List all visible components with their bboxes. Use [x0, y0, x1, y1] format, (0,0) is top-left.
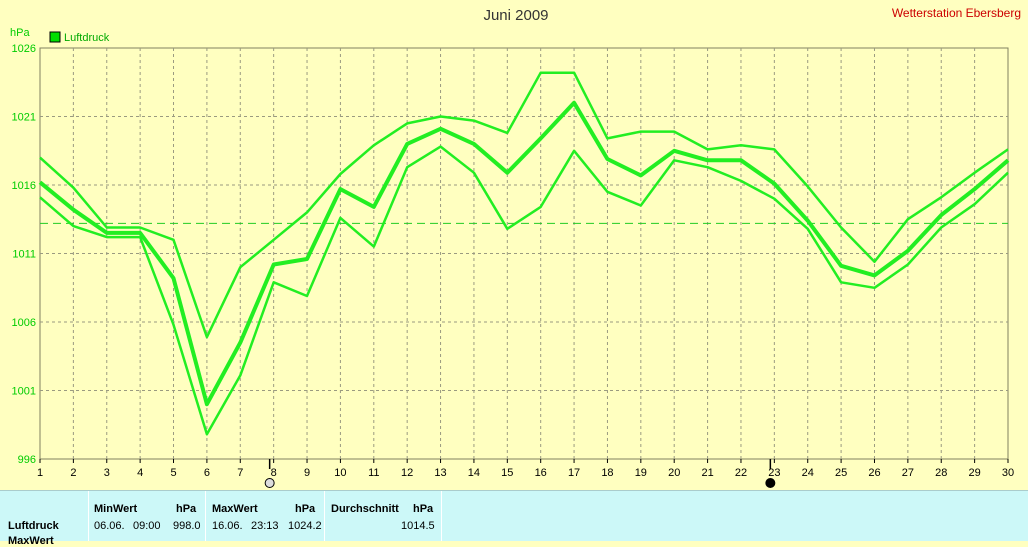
x-tick-label: 19: [635, 467, 647, 479]
min-header: MinWert: [94, 503, 138, 515]
stats-avg-column: Durchschnitt hPa 1014.5: [325, 491, 442, 541]
y-tick-label: 1006: [12, 317, 36, 329]
series-line-2: [39, 145, 1009, 436]
new-moon-icon: [765, 478, 776, 488]
legend-label: Luftdruck: [64, 32, 110, 44]
x-axis-ticks: 1 2 3 4 5 6 7 8 9 10 11 12 13 14 15 16 17 18 19 20 21 22 23 24 2…: [37, 459, 1014, 479]
y-axis-ticks: 996 1001 1006 1011 1016 1021 1026: [12, 43, 36, 466]
min-time: 09:00: [133, 520, 161, 532]
min-value: 998.0: [173, 520, 201, 532]
x-tick-label: 25: [835, 467, 847, 479]
y-axis-unit: hPa: [10, 27, 30, 39]
x-tick-label: 4: [137, 467, 143, 479]
x-tick-label: 27: [902, 467, 914, 479]
x-tick-label: 28: [935, 467, 947, 479]
y-tick-label: 1016: [12, 180, 36, 192]
min-unit: hPa: [176, 503, 197, 515]
full-moon-icon: [264, 478, 275, 488]
station-title: Wetterstation Ebersberg: [892, 6, 1021, 20]
series-line-1: [38, 100, 1010, 407]
avg-value: 1014.5: [401, 520, 435, 532]
stats-panel: Luftdruck MaxWert MinWert hPa 06.06. 09:…: [0, 490, 1028, 547]
max-time: 23:13: [251, 520, 279, 532]
x-tick-label: 29: [968, 467, 980, 479]
x-tick-label: 24: [802, 467, 814, 479]
x-tick-label: 21: [701, 467, 713, 479]
x-tick-label: 9: [304, 467, 310, 479]
series-group: [38, 71, 1010, 436]
y-tick-label: 996: [18, 454, 36, 466]
x-tick-label: 20: [668, 467, 680, 479]
row-label-2: MaxWert: [8, 535, 54, 547]
grid-lines: [40, 48, 1008, 459]
x-tick-label: 5: [170, 467, 176, 479]
x-tick-label: 30: [1002, 467, 1014, 479]
avg-header: Durchschnitt: [331, 503, 399, 515]
x-tick-label: 10: [334, 467, 346, 479]
series-line-0: [39, 71, 1009, 339]
day-markers: [264, 459, 776, 488]
stats-max-column: MaxWert hPa 16.06. 23:13 1024.2: [206, 491, 325, 541]
max-date: 16.06.: [212, 520, 243, 532]
x-tick-label: 1: [37, 467, 43, 479]
min-date: 06.06.: [94, 520, 125, 532]
x-tick-label: 26: [868, 467, 880, 479]
x-tick-label: 6: [204, 467, 210, 479]
y-tick-label: 1011: [12, 249, 36, 261]
x-tick-label: 16: [535, 467, 547, 479]
x-tick-label: 2: [70, 467, 76, 479]
stats-label-column: Luftdruck MaxWert: [0, 491, 89, 547]
legend: Luftdruck: [49, 31, 110, 44]
avg-unit: hPa: [413, 503, 434, 515]
max-unit: hPa: [295, 503, 316, 515]
x-tick-label: 8: [271, 467, 277, 479]
row-label: Luftdruck: [8, 520, 59, 532]
y-tick-label: 1021: [12, 112, 36, 124]
max-header: MaxWert: [212, 503, 258, 515]
x-tick-label: 3: [104, 467, 110, 479]
x-tick-label: 23: [768, 467, 780, 479]
legend-swatch: [49, 31, 61, 43]
x-tick-label: 14: [468, 467, 480, 479]
x-tick-label: 13: [434, 467, 446, 479]
x-tick-label: 11: [368, 467, 379, 479]
x-tick-label: 7: [237, 467, 243, 479]
stats-min-column: MinWert hPa 06.06. 09:00 998.0: [89, 491, 206, 541]
x-tick-label: 12: [401, 467, 413, 479]
y-tick-label: 1001: [12, 386, 36, 398]
x-tick-label: 22: [735, 467, 747, 479]
max-value: 1024.2: [288, 520, 322, 532]
x-tick-label: 17: [568, 467, 580, 479]
x-tick-label: 15: [501, 467, 513, 479]
x-tick-label: 18: [601, 467, 613, 479]
chart-title: Juni 2009: [483, 7, 548, 24]
y-tick-label: 1026: [12, 43, 36, 55]
